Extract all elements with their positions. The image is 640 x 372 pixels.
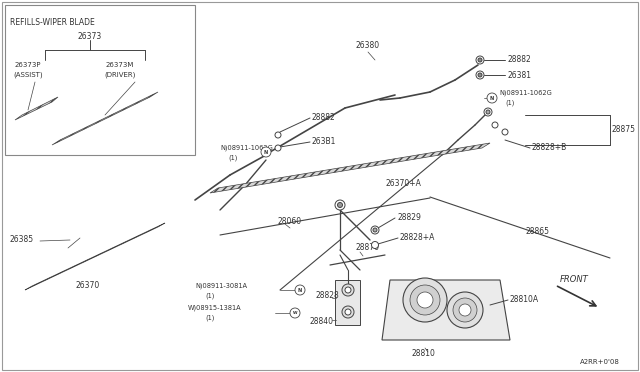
Text: (DRIVER): (DRIVER) (104, 72, 136, 78)
Text: 26370+A: 26370+A (385, 179, 421, 187)
Circle shape (478, 58, 482, 62)
Circle shape (478, 73, 482, 77)
Text: 28875: 28875 (612, 125, 636, 135)
Text: 26381: 26381 (507, 71, 531, 80)
Circle shape (371, 241, 378, 248)
Circle shape (371, 226, 379, 234)
Text: 26373P: 26373P (15, 62, 41, 68)
Text: (1): (1) (205, 293, 214, 299)
Text: N)08911-3081A: N)08911-3081A (195, 283, 247, 289)
Circle shape (502, 129, 508, 135)
Circle shape (487, 93, 497, 103)
Text: 263B1: 263B1 (312, 137, 337, 145)
Polygon shape (210, 143, 490, 193)
Polygon shape (335, 280, 360, 325)
Text: 28882: 28882 (312, 112, 336, 122)
Text: W: W (292, 311, 297, 315)
Text: N: N (298, 288, 302, 292)
Text: 28810: 28810 (412, 349, 436, 357)
Polygon shape (382, 280, 510, 340)
Polygon shape (25, 223, 165, 290)
Text: 26373M: 26373M (106, 62, 134, 68)
Circle shape (410, 285, 440, 315)
Text: N: N (490, 96, 494, 100)
Text: (ASSIST): (ASSIST) (13, 72, 43, 78)
Text: N: N (264, 150, 268, 154)
Circle shape (295, 285, 305, 295)
Circle shape (459, 304, 471, 316)
Bar (5, 5, 195, 155)
Circle shape (484, 108, 492, 116)
Text: 28870: 28870 (355, 244, 379, 253)
Text: (1): (1) (228, 155, 237, 161)
Text: N)08911-1062G: N)08911-1062G (220, 145, 273, 151)
Circle shape (417, 292, 433, 308)
Circle shape (290, 308, 300, 318)
Circle shape (476, 71, 484, 79)
Circle shape (403, 278, 447, 322)
Text: 28828+A: 28828+A (400, 232, 435, 241)
Circle shape (453, 298, 477, 322)
Circle shape (335, 200, 345, 210)
Text: A2RR+0'08: A2RR+0'08 (580, 359, 620, 365)
Text: (1): (1) (505, 100, 515, 106)
Text: 26380: 26380 (355, 41, 379, 49)
Circle shape (373, 228, 377, 232)
Text: 26370: 26370 (75, 280, 99, 289)
Text: N)08911-1062G: N)08911-1062G (499, 90, 552, 96)
Text: 28828+B: 28828+B (532, 144, 567, 153)
Text: FRONT: FRONT (560, 276, 589, 285)
Text: 28810A: 28810A (510, 295, 539, 305)
Text: 28060: 28060 (278, 218, 302, 227)
Circle shape (342, 284, 354, 296)
Circle shape (261, 147, 271, 157)
Text: 28828: 28828 (315, 291, 339, 299)
Circle shape (342, 306, 354, 318)
Text: REFILLS-WIPER BLADE: REFILLS-WIPER BLADE (10, 18, 95, 27)
Circle shape (476, 56, 484, 64)
Text: 28882: 28882 (507, 55, 531, 64)
Circle shape (345, 287, 351, 293)
Text: 26373: 26373 (78, 32, 102, 41)
Text: 28829: 28829 (398, 212, 422, 221)
Polygon shape (15, 97, 58, 120)
Circle shape (447, 292, 483, 328)
Circle shape (275, 132, 281, 138)
Circle shape (492, 122, 498, 128)
Polygon shape (52, 92, 158, 145)
Circle shape (486, 110, 490, 114)
Text: W)08915-1381A: W)08915-1381A (188, 305, 242, 311)
Text: 28840: 28840 (310, 317, 334, 327)
Text: (1): (1) (205, 315, 214, 321)
Text: 26385: 26385 (10, 235, 34, 244)
Circle shape (275, 145, 281, 151)
Text: 28865: 28865 (525, 228, 549, 237)
Circle shape (337, 202, 342, 208)
Circle shape (345, 309, 351, 315)
